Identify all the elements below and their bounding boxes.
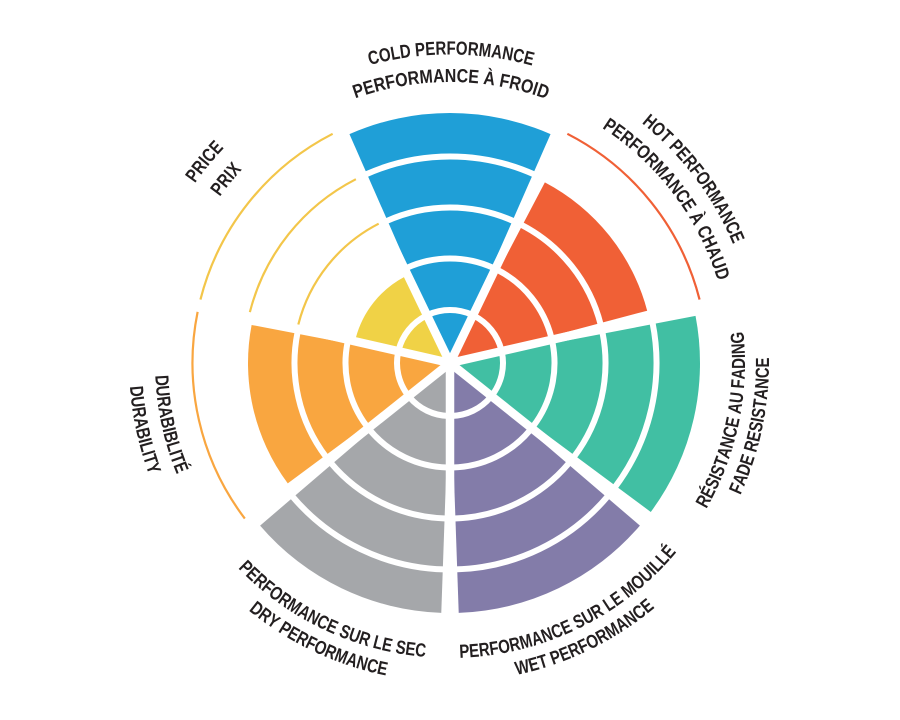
svg-text:A: A [433, 65, 446, 87]
svg-text:E: E [425, 38, 436, 60]
svg-text:I: I [165, 447, 186, 458]
svg-text:F: F [498, 69, 512, 92]
svg-text:O: O [377, 44, 393, 67]
svg-text:I: I [158, 425, 179, 434]
svg-text:B: B [156, 415, 179, 430]
svg-text:N: N [751, 377, 773, 389]
svg-text:N: N [445, 65, 457, 87]
svg-text:À: À [482, 66, 497, 90]
svg-text:D: D [125, 385, 147, 398]
svg-text:I: I [728, 354, 749, 359]
svg-text:M: M [517, 630, 535, 654]
svg-text:A: A [154, 405, 177, 419]
svg-text:S: S [748, 406, 770, 419]
svg-text:E: E [468, 640, 480, 662]
svg-text:I: I [134, 436, 155, 445]
svg-text:F: F [488, 637, 500, 659]
svg-text:R: R [128, 405, 151, 419]
svg-text:R: R [740, 438, 763, 454]
svg-text:R: R [371, 72, 388, 96]
svg-text:M: M [419, 65, 434, 88]
svg-text:R: R [153, 395, 175, 409]
svg-text:I: I [530, 78, 541, 100]
svg-text:T: T [749, 397, 771, 409]
svg-text:A: A [724, 401, 747, 415]
svg-text:R: R [406, 66, 420, 89]
svg-text:O: O [393, 68, 409, 91]
svg-text:C: C [365, 655, 381, 678]
svg-text:P: P [414, 39, 426, 61]
svg-text:W: W [513, 655, 532, 679]
svg-text:O: O [518, 74, 536, 98]
svg-text:E: E [467, 65, 480, 87]
svg-text:E: E [380, 634, 394, 657]
svg-text:E: E [752, 358, 773, 368]
svg-text:M: M [478, 39, 493, 61]
svg-text:S: S [394, 636, 407, 658]
svg-text:F: F [383, 70, 397, 93]
svg-text:N: N [501, 42, 516, 65]
svg-text:E: E [375, 657, 389, 680]
svg-text:R: R [467, 38, 479, 60]
svg-text:B: B [159, 429, 182, 445]
svg-text:D: D [151, 374, 173, 386]
svg-text:O: O [456, 38, 468, 60]
svg-text:O: O [496, 635, 511, 658]
svg-text:D: D [728, 358, 749, 369]
svg-text:I: I [747, 416, 768, 424]
svg-text:G: G [727, 331, 749, 344]
svg-text:C: C [719, 424, 742, 440]
svg-text:U: U [726, 391, 748, 404]
svg-text:P: P [459, 641, 470, 663]
svg-text:A: A [728, 368, 749, 380]
svg-text:U: U [151, 385, 173, 398]
svg-text:E: E [743, 429, 766, 444]
svg-text:R: R [507, 71, 523, 95]
svg-text:L: L [389, 42, 402, 64]
svg-text:A: A [490, 41, 504, 63]
svg-text:C: C [511, 45, 526, 68]
svg-text:D: D [398, 40, 412, 62]
svg-text:I: I [138, 448, 159, 458]
svg-text:B: B [132, 426, 155, 441]
svg-text:F: F [727, 378, 749, 389]
svg-text:F: F [446, 38, 455, 59]
svg-text:E: E [721, 415, 744, 429]
svg-text:C: C [752, 367, 773, 378]
svg-text:S: S [745, 420, 768, 434]
svg-text:R: R [507, 633, 522, 656]
svg-text:C: C [456, 65, 469, 87]
svg-text:N: N [728, 343, 750, 355]
svg-text:A: A [129, 416, 152, 431]
svg-text:A: A [750, 388, 772, 401]
svg-text:U: U [126, 395, 148, 408]
svg-text:C: C [414, 639, 427, 661]
svg-text:R: R [435, 38, 446, 59]
svg-text:R: R [478, 639, 491, 661]
svg-text:C: C [366, 46, 382, 69]
svg-text:E: E [404, 638, 417, 660]
